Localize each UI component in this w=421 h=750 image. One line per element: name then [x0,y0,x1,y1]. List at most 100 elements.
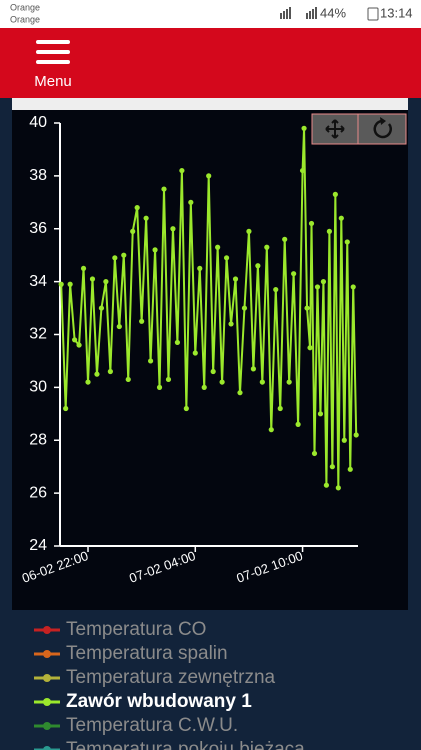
point [63,405,69,412]
legend-item[interactable]: Temperatura pokoju bieżąca [34,739,305,750]
point [94,371,100,377]
point [344,239,350,245]
legend-label: Temperatura zewnętrzna [66,667,276,688]
point [301,125,307,131]
point [76,342,82,348]
point [206,173,212,179]
legend-marker [43,746,51,750]
legend-item[interactable]: Temperatura spalin [34,643,228,664]
point [286,379,292,385]
point [250,366,257,372]
point [58,281,64,287]
carrier: Orange [10,14,40,24]
status-bar [0,0,421,28]
legend-label: Temperatura pokoju bieżąca [66,739,305,750]
point [299,167,306,174]
point [273,286,279,293]
signal-icons [280,7,379,21]
point [241,305,248,311]
carrier: Orange [10,2,40,12]
point [268,427,274,433]
point [170,226,176,232]
point [125,376,131,383]
point [338,215,344,221]
point [188,199,194,205]
point [98,305,105,311]
legend-marker [43,722,51,730]
point [350,284,356,290]
point [67,281,73,287]
point [291,271,297,277]
point [143,215,149,221]
point [107,368,113,375]
reset-button[interactable] [357,113,407,145]
y-tick-label: 24 [29,537,47,554]
point [219,379,225,385]
point [192,350,198,356]
point [353,432,359,438]
battery: 44% [320,5,346,20]
legend-item[interactable]: Zawór wbudowany 1 [34,691,252,712]
point [80,265,87,272]
line [60,128,358,488]
point [335,485,341,491]
legend-marker [43,650,51,658]
legend-marker [43,674,51,682]
point [308,220,315,227]
point [314,284,321,290]
point [277,405,283,412]
point [347,466,353,472]
point [103,279,109,285]
point [295,421,301,427]
pan-button[interactable] [311,113,359,145]
menu-button[interactable]: Menu [34,40,72,90]
point [179,167,185,174]
point [139,318,145,324]
point [147,358,154,364]
point [246,228,252,234]
y-tick-label: 34 [29,273,47,290]
point [165,376,172,383]
y-tick-label: 38 [29,167,47,184]
point [282,236,288,242]
point [134,205,140,211]
point [215,244,221,250]
point [121,252,127,258]
y-tick-label: 36 [29,220,47,237]
panel-top [12,98,408,110]
y-tick-label: 28 [29,431,47,448]
legend-label: Temperatura CO [66,619,206,640]
point [307,345,313,351]
point [329,464,335,470]
legend-label: Temperatura spalin [66,643,228,664]
point [112,255,118,261]
legend-item[interactable]: Temperatura C.W.U. [34,715,238,736]
legend-item[interactable]: Temperatura CO [34,619,206,640]
point [210,368,216,375]
point [228,321,234,327]
legend-marker [43,626,51,634]
point [161,186,167,192]
point [317,411,324,417]
point [259,379,265,385]
point [72,337,78,343]
point [341,437,347,443]
point [223,255,230,261]
point [264,244,270,250]
point [174,339,181,346]
legend-item[interactable]: Temperatura zewnętrzna [34,667,276,688]
point [116,323,122,330]
point [183,405,189,412]
legend-label: Temperatura C.W.U. [66,715,238,736]
point [232,276,239,282]
y-tick-label: 32 [29,326,47,343]
point [152,247,158,253]
header [0,28,421,98]
menu-label: Menu [34,73,72,90]
point [197,265,203,272]
point [311,450,318,457]
point [237,390,243,396]
y-tick-label: 40 [29,114,47,131]
point [320,279,327,285]
